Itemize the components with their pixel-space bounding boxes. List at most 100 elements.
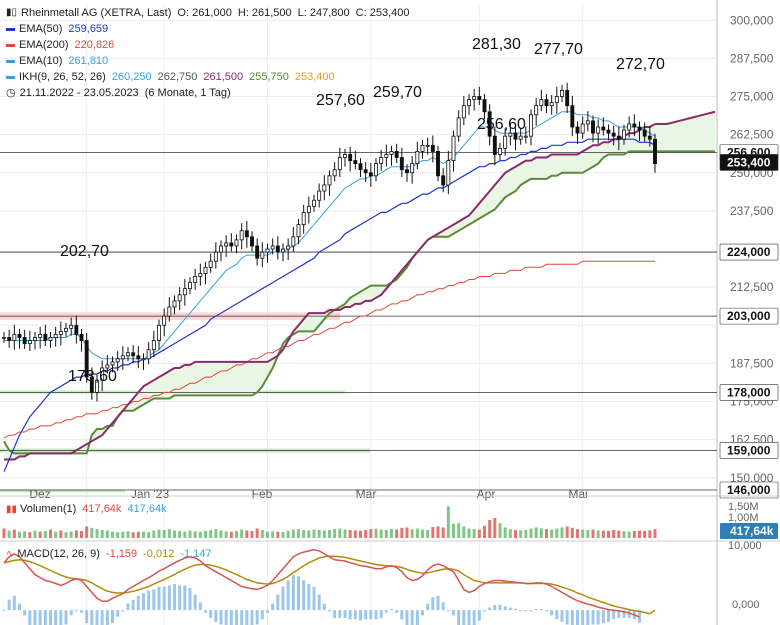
volume-bar (167, 529, 171, 538)
volume-bar (348, 529, 352, 538)
volume-bar (622, 531, 626, 538)
volume-bar (483, 525, 486, 538)
candle-body (430, 144, 435, 152)
macd-histogram-bar (322, 603, 326, 611)
candle-body (250, 236, 254, 247)
macd-histogram-bar (467, 610, 471, 625)
volume-bar (12, 529, 16, 538)
candle-body (157, 324, 161, 341)
volume-bar (607, 530, 610, 538)
macd-histogram-bar (80, 610, 83, 613)
candle-body (616, 135, 621, 140)
macd-histogram-bar (436, 595, 440, 611)
volume-bar (555, 528, 559, 538)
candle-body (275, 245, 280, 253)
clock-icon: ◷ (6, 87, 16, 99)
legend-ema200: EMA(200) 220,826 (6, 37, 416, 53)
candle-body (384, 154, 389, 158)
senkou-a-projection (655, 110, 716, 125)
volume-bar (576, 529, 579, 538)
price-annotation: 272,70 (616, 56, 665, 73)
macd-histogram-bar (596, 610, 600, 625)
volume-legend: ▮▮ Volumen(1) 417,64k 417,64k (6, 503, 173, 515)
price-annotation: 202,70 (60, 243, 109, 260)
y-tick-label: 300,000 (730, 13, 774, 27)
volume-bar (23, 531, 27, 538)
volume-value-2: 417,64k (127, 503, 167, 515)
volume-bar (586, 529, 590, 538)
candle-body (606, 129, 611, 134)
candle-body (270, 245, 275, 250)
candle-body (43, 334, 48, 341)
macd-histogram-bar (317, 594, 321, 611)
candle-body (580, 123, 585, 134)
volume-bar (245, 530, 249, 538)
macd-histogram-bar (307, 584, 311, 611)
volume-bar (43, 531, 47, 538)
volume-bar (477, 529, 481, 538)
candle-body (632, 123, 637, 128)
candle-body (296, 224, 301, 238)
candle-body (575, 126, 580, 134)
senkou-b-line (3, 150, 655, 455)
volume-bar (379, 529, 383, 538)
volume-bar (198, 531, 202, 538)
ohlc-high: H: 261,500 (237, 7, 292, 19)
candle-body (534, 105, 539, 116)
volume-badge (720, 523, 778, 539)
candle-body (477, 96, 482, 100)
candle-body (410, 163, 415, 174)
macd-histogram-bar (612, 610, 616, 620)
macd-tick-label: 10,000 (728, 540, 762, 552)
macd-histogram-bar (462, 610, 466, 625)
x-tick-label: Mär (356, 487, 377, 501)
macd-histogram-bar (85, 610, 89, 624)
candle-body (565, 90, 570, 107)
volume-bar (581, 529, 585, 538)
candle-body (637, 126, 642, 131)
volume-bar (591, 529, 595, 538)
volume-bar (54, 531, 58, 538)
macd-histogram-bar (405, 610, 409, 625)
macd-histogram-bar (209, 610, 213, 618)
candle-body (89, 376, 94, 393)
macd-histogram-bar (555, 610, 559, 620)
macd-histogram-bar (343, 610, 347, 618)
period-label: (6 Monate, 1 Tag) (144, 87, 231, 99)
volume-bar (343, 529, 347, 538)
volume-bar (136, 531, 140, 538)
volume-bar (426, 529, 430, 538)
candle-body (38, 334, 43, 338)
macd-histogram-bar (260, 610, 264, 620)
macd-histogram-bar (297, 576, 300, 611)
macd-histogram-bar (545, 610, 548, 612)
candle-body (234, 239, 239, 247)
candle-body (126, 352, 130, 357)
macd-histogram-bar (441, 602, 445, 611)
volume-bar (7, 530, 11, 538)
volume-bar (441, 527, 445, 538)
candle-body (337, 157, 342, 171)
price-annotation: 259,70 (373, 84, 422, 101)
candle-body (7, 337, 12, 341)
volume-bar (570, 527, 574, 538)
candle-body (348, 154, 353, 161)
candle-body (229, 242, 234, 247)
y-tick-label: 262,500 (730, 128, 774, 142)
volume-bar (457, 523, 461, 538)
volume-bar (359, 530, 362, 538)
price-level-badge (719, 243, 779, 261)
macd-histogram-bar (74, 610, 78, 612)
volume-bar (59, 530, 63, 538)
x-tick-label: Jan '23 (131, 487, 170, 501)
volume-bar (224, 531, 228, 538)
volume-bar (638, 530, 641, 538)
candle-body (33, 337, 37, 341)
macd-histogram-bar (601, 610, 605, 624)
volume-bar (255, 528, 259, 538)
macd-histogram-bar (64, 610, 68, 625)
volume-bar (147, 532, 151, 538)
candle-body (503, 135, 508, 149)
y-tick-label: 212,500 (730, 280, 774, 294)
